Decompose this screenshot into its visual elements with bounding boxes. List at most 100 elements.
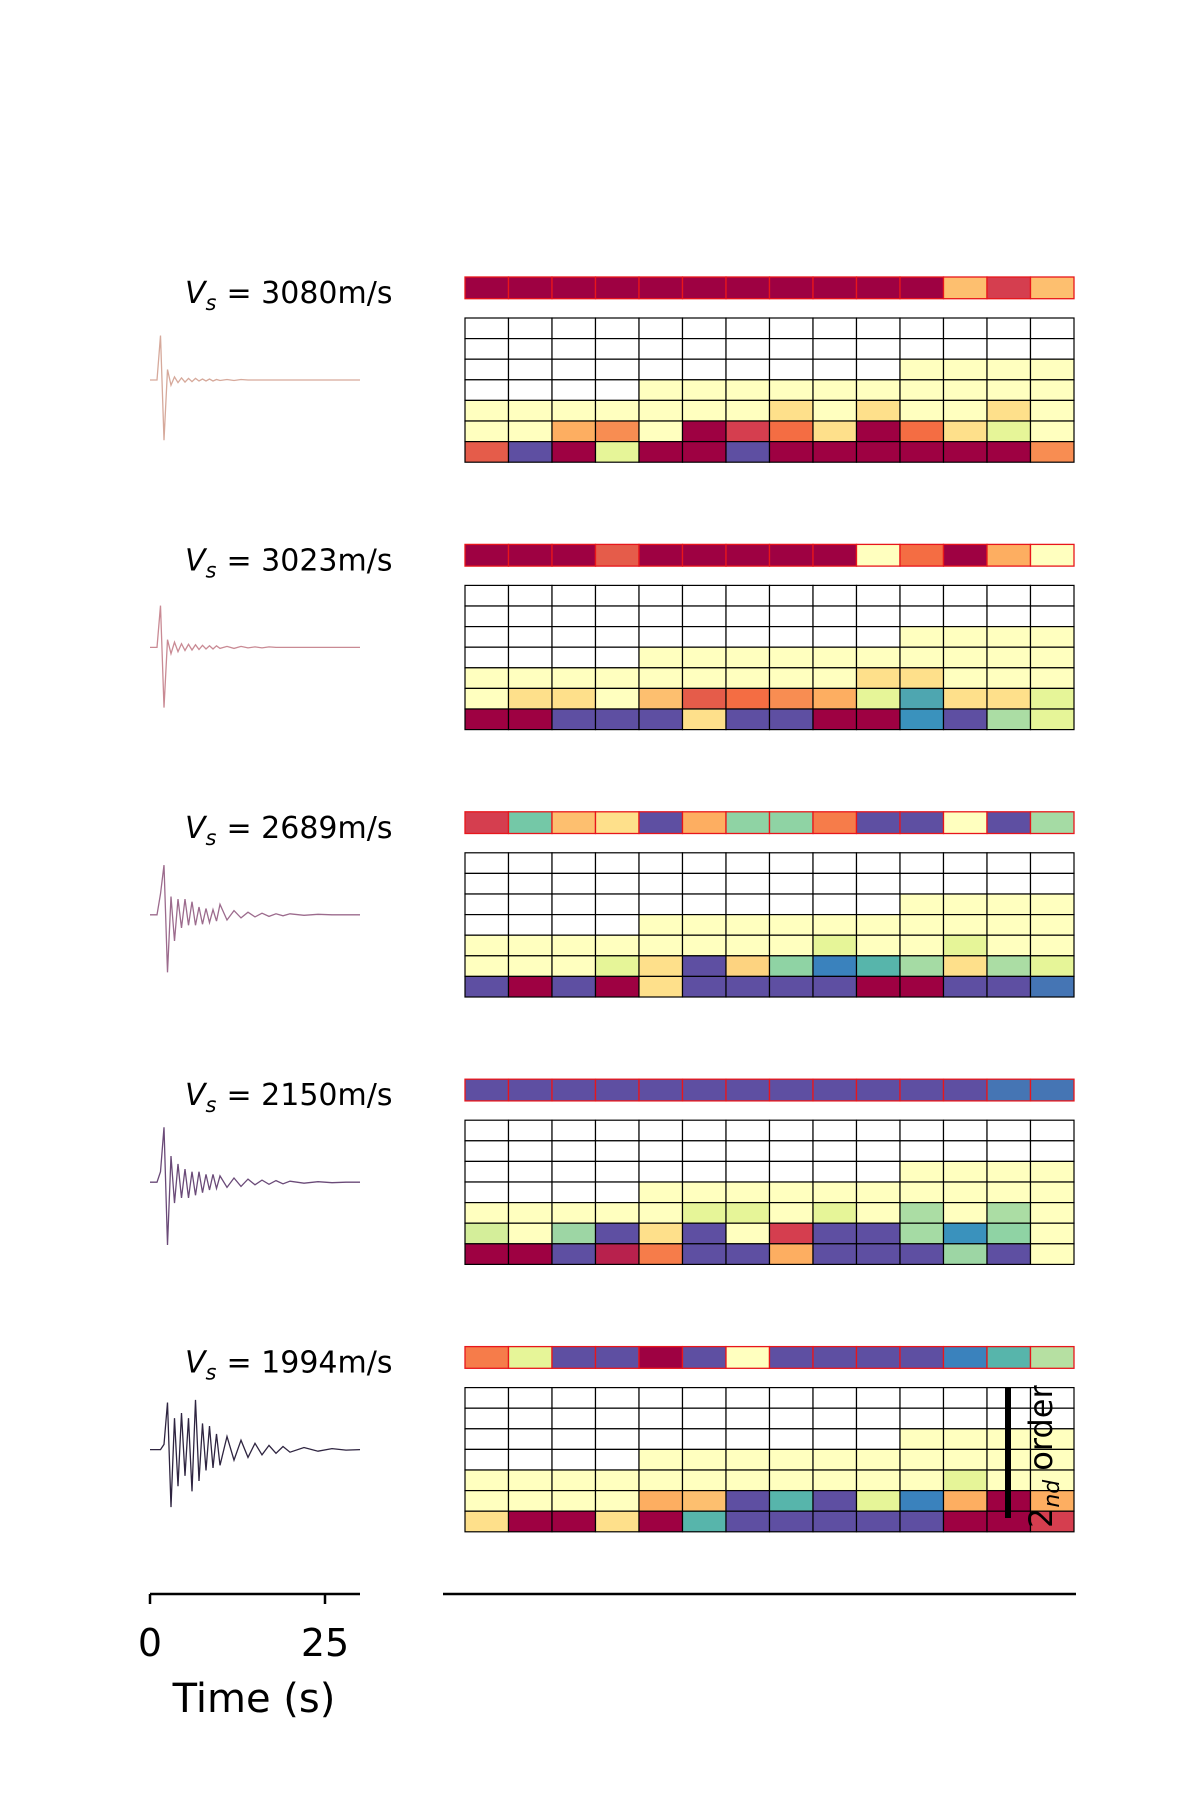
grid-cell [855, 1222, 901, 1245]
grid-cell [464, 1428, 510, 1451]
grid-cell [942, 852, 988, 874]
top-row-cell [986, 1078, 1032, 1102]
grid-cell [725, 646, 771, 669]
grid-cell [594, 1243, 640, 1266]
grid-cell [942, 625, 988, 648]
grid-cell [812, 893, 858, 916]
grid-cell [855, 317, 901, 340]
grid-cell [768, 1428, 814, 1451]
grid-cell [594, 1222, 640, 1245]
grid-cell [464, 1469, 510, 1492]
grid-cell [899, 1407, 945, 1430]
grid-cell [768, 687, 814, 710]
grid-cell [986, 1119, 1032, 1142]
grid-cell [986, 399, 1032, 422]
grid-cell [1029, 1140, 1075, 1163]
grid-cell [942, 1160, 988, 1183]
grid-cell [768, 1386, 814, 1409]
grid-cell [507, 934, 553, 957]
grid-cell [594, 1201, 640, 1224]
top-row-cell [986, 543, 1032, 567]
grid-cell [1029, 872, 1075, 895]
grid-cell [855, 646, 901, 669]
grid-cell [464, 708, 510, 731]
label-subscript: s [206, 1093, 217, 1117]
grid-cell [812, 1140, 858, 1163]
grid-cell [464, 379, 510, 401]
top-row-cell [725, 1345, 771, 1369]
grid-cell [725, 420, 771, 443]
grid-cell [464, 625, 510, 648]
grid-cell [681, 893, 727, 916]
top-row-cell [768, 543, 814, 567]
grid-cell [1029, 1222, 1075, 1245]
grid-cell [899, 934, 945, 957]
grid-cell [638, 605, 684, 628]
grid-cell [768, 1181, 814, 1204]
grid-cell [899, 872, 945, 895]
grid-cell [638, 1160, 684, 1183]
grid-cell [551, 1201, 597, 1224]
top-row-cell [594, 1078, 640, 1102]
grid-cell [855, 975, 901, 998]
grid-cell [942, 1386, 988, 1409]
top-row-cell [768, 1345, 814, 1369]
grid-cell [681, 1119, 727, 1142]
grid-cell [464, 1407, 510, 1430]
grid-cell [855, 872, 901, 895]
top-row-cell [594, 1345, 640, 1369]
grid-cell [812, 1201, 858, 1224]
grid-cell [899, 852, 945, 874]
waveform [150, 335, 360, 441]
grid-cell [725, 975, 771, 998]
grid-cell [812, 667, 858, 689]
grid-cell [464, 913, 510, 936]
top-row-cell [681, 1078, 727, 1102]
grid-cell [855, 399, 901, 422]
grid-cell [899, 1243, 945, 1266]
grid-cell [812, 1469, 858, 1492]
grid-cell [507, 317, 553, 340]
grid-cell [1029, 975, 1075, 998]
grid-cell [681, 975, 727, 998]
grid-cell [1029, 1510, 1075, 1533]
grid-cell [638, 379, 684, 401]
grid-cell [507, 1469, 553, 1492]
grid-cell [725, 1119, 771, 1142]
grid-cell [681, 1386, 727, 1409]
top-row-cell [507, 1078, 553, 1102]
top-row-cell [986, 811, 1032, 835]
grid-cell [681, 584, 727, 607]
grid-cell [768, 1201, 814, 1224]
top-row-cell [855, 1345, 901, 1369]
grid-cell [638, 1222, 684, 1245]
top-row-cell [638, 543, 684, 567]
grid-cell [725, 338, 771, 360]
grid-cell [681, 934, 727, 957]
grid-cell [942, 646, 988, 669]
grid-cell [1029, 913, 1075, 936]
grid-cell [638, 872, 684, 895]
grid-cell [464, 1489, 510, 1512]
grid-cell [681, 913, 727, 936]
grid-cell [1029, 399, 1075, 422]
grid-cell [855, 1407, 901, 1430]
top-row-cell [725, 1078, 771, 1102]
grid-cell [942, 687, 988, 710]
grid-cell [812, 1160, 858, 1183]
grid-cell [899, 687, 945, 710]
grid-cell [725, 1489, 771, 1512]
label-symbol: V [185, 811, 208, 846]
grid-cell [768, 441, 814, 463]
grid-cell [464, 1119, 510, 1142]
grid-cell [812, 358, 858, 381]
grid-cell [594, 893, 640, 916]
top-row-cell [551, 543, 597, 567]
grid-cell [551, 1469, 597, 1492]
grid-cell [551, 955, 597, 977]
grid-cell [551, 1386, 597, 1409]
grid-cell [464, 1222, 510, 1245]
grid-cell [812, 317, 858, 340]
top-row-cell [725, 811, 771, 835]
grid-cell [594, 1510, 640, 1533]
